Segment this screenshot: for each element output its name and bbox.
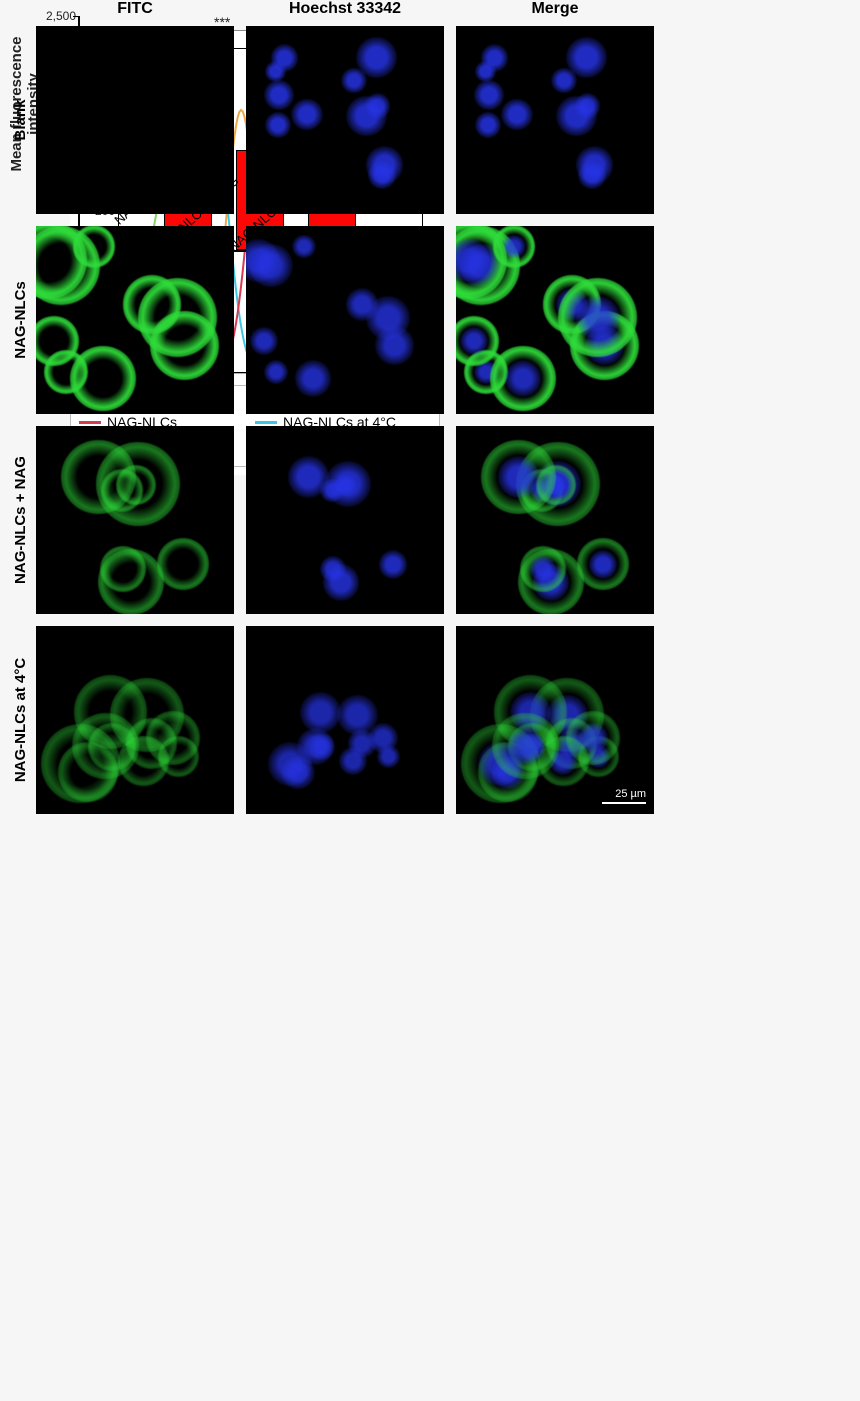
- micrograph: [36, 26, 234, 214]
- col-header-hoechst-33342: Hoechst 33342: [246, 0, 444, 18]
- micrograph: [246, 26, 444, 214]
- col-header-merge: Merge: [456, 0, 654, 18]
- micrograph: [456, 426, 654, 614]
- scale-bar: 25 µm: [602, 788, 646, 804]
- row-label-blank: Blank: [12, 26, 29, 214]
- panel-c: FITCHoechst 33342MergeBlankNAG-NLCsNAG-N…: [0, 370, 660, 1225]
- micrograph: 25 µm: [456, 626, 654, 814]
- micrograph: [456, 26, 654, 214]
- micrograph: [246, 426, 444, 614]
- micrograph: [36, 426, 234, 614]
- micrograph: [36, 626, 234, 814]
- row-label-nag-nlcs-at-4-c: NAG-NLCs at 4°C: [12, 626, 29, 814]
- micrograph: [456, 226, 654, 414]
- micrograph: [246, 226, 444, 414]
- row-label-nag-nlcs-nag: NAG-NLCs + NAG: [12, 426, 29, 614]
- col-header-fitc: FITC: [36, 0, 234, 18]
- micrograph: [246, 626, 444, 814]
- row-label-nag-nlcs: NAG-NLCs: [12, 226, 29, 414]
- micrograph: [36, 226, 234, 414]
